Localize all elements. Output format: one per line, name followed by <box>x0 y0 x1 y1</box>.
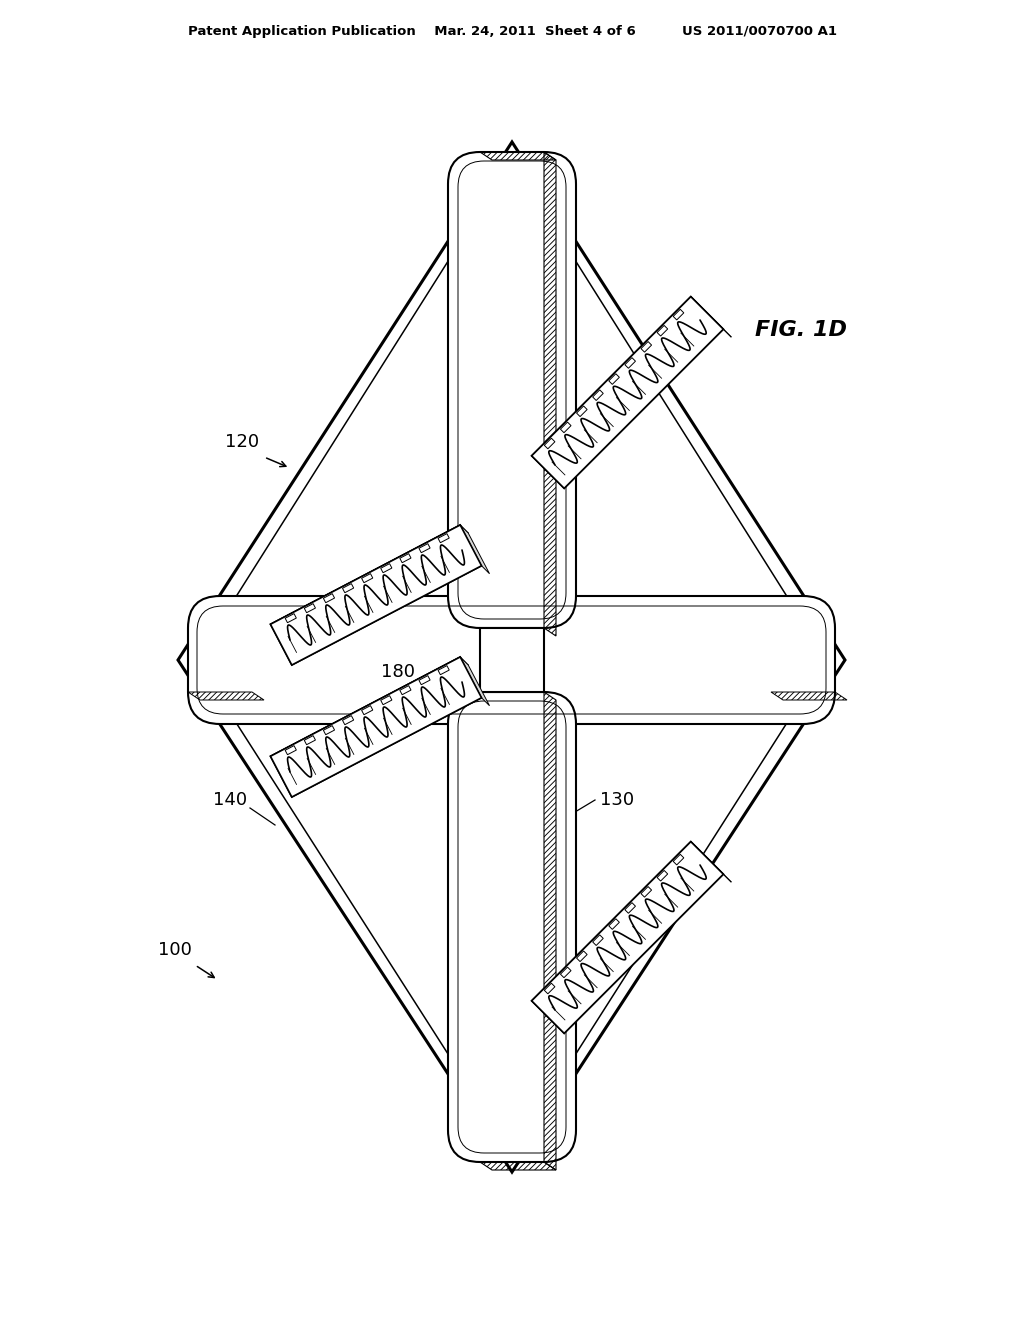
Polygon shape <box>438 665 450 675</box>
Polygon shape <box>641 887 651 898</box>
Polygon shape <box>608 374 620 384</box>
Polygon shape <box>545 438 555 449</box>
Polygon shape <box>531 842 723 1034</box>
Polygon shape <box>438 533 450 543</box>
Polygon shape <box>361 706 373 714</box>
Polygon shape <box>625 358 636 368</box>
Polygon shape <box>641 342 651 352</box>
Polygon shape <box>657 326 668 337</box>
Bar <box>480 628 544 692</box>
Polygon shape <box>399 685 411 694</box>
Polygon shape <box>625 903 636 913</box>
Polygon shape <box>342 715 353 725</box>
Polygon shape <box>531 297 723 488</box>
Polygon shape <box>381 696 392 705</box>
Polygon shape <box>342 583 353 593</box>
Polygon shape <box>324 726 335 735</box>
Text: FIG. 1D: FIG. 1D <box>755 319 847 341</box>
Polygon shape <box>545 983 555 994</box>
Polygon shape <box>691 842 731 882</box>
Polygon shape <box>531 842 723 1034</box>
Polygon shape <box>560 422 571 433</box>
Polygon shape <box>673 854 684 865</box>
Polygon shape <box>270 525 481 665</box>
FancyBboxPatch shape <box>449 152 575 628</box>
FancyBboxPatch shape <box>188 597 835 723</box>
Text: 140: 140 <box>213 791 247 809</box>
Polygon shape <box>657 870 668 880</box>
Text: 100: 100 <box>158 941 191 960</box>
Polygon shape <box>577 407 587 417</box>
Polygon shape <box>178 143 845 1172</box>
Polygon shape <box>460 657 489 706</box>
Polygon shape <box>531 297 698 463</box>
FancyBboxPatch shape <box>449 692 575 1162</box>
Polygon shape <box>531 842 698 1008</box>
Text: 130: 130 <box>600 791 634 809</box>
Polygon shape <box>460 525 489 574</box>
Polygon shape <box>531 297 723 488</box>
Text: 120: 120 <box>225 433 259 451</box>
Polygon shape <box>673 309 684 319</box>
Polygon shape <box>270 657 481 797</box>
Polygon shape <box>577 950 587 961</box>
Text: 180: 180 <box>381 663 415 681</box>
Polygon shape <box>608 919 620 929</box>
Polygon shape <box>270 657 481 797</box>
Polygon shape <box>270 525 481 665</box>
Polygon shape <box>399 553 411 562</box>
Polygon shape <box>691 297 731 337</box>
Polygon shape <box>285 746 296 755</box>
Polygon shape <box>285 614 296 623</box>
Polygon shape <box>593 389 603 400</box>
Polygon shape <box>560 968 571 978</box>
Polygon shape <box>361 574 373 582</box>
Polygon shape <box>270 525 468 632</box>
Polygon shape <box>304 603 315 612</box>
Polygon shape <box>324 594 335 603</box>
Text: 140: 140 <box>438 541 472 558</box>
Polygon shape <box>593 935 603 945</box>
Polygon shape <box>304 735 315 744</box>
Polygon shape <box>419 544 430 553</box>
Polygon shape <box>419 676 430 685</box>
Text: Patent Application Publication    Mar. 24, 2011  Sheet 4 of 6          US 2011/0: Patent Application Publication Mar. 24, … <box>187 25 837 38</box>
Polygon shape <box>381 564 392 573</box>
Polygon shape <box>270 657 468 764</box>
